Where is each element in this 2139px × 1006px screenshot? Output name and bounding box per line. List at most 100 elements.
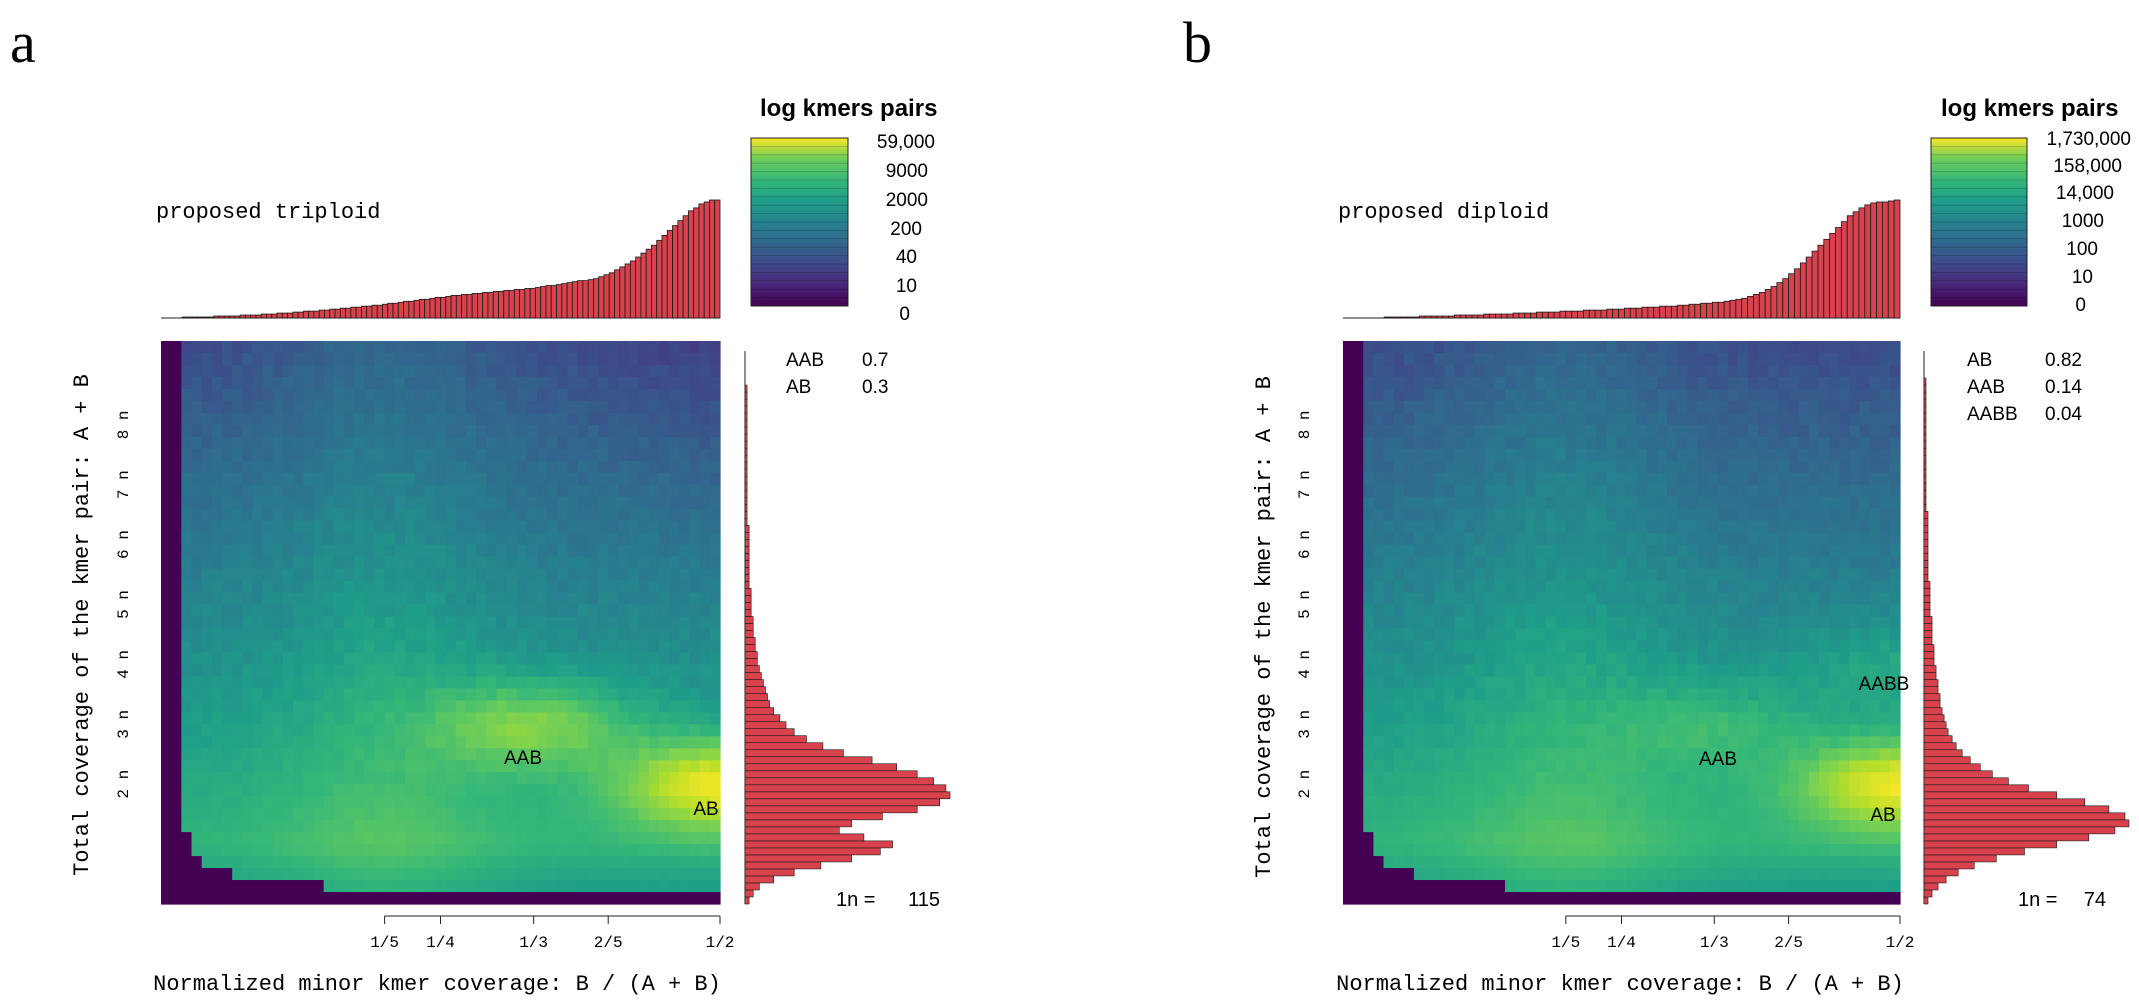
heatmap-cell xyxy=(364,616,376,630)
panel-a-x-axis: 1/5 1/4 1/3 2/5 1/2 xyxy=(370,915,734,952)
heatmap-cell xyxy=(587,364,599,378)
heatmap-cell xyxy=(608,508,619,522)
heatmap-cell xyxy=(598,820,609,833)
heatmap-cell xyxy=(516,532,528,546)
heatmap-cell xyxy=(1808,712,1820,725)
heatmap-cell xyxy=(1737,352,1749,366)
heatmap-cell xyxy=(313,796,325,809)
heatmap-cell xyxy=(313,664,325,678)
heatmap-cell xyxy=(1889,556,1901,570)
heatmap-cell xyxy=(1869,568,1881,582)
heatmap-cell xyxy=(455,460,467,474)
heatmap-cell xyxy=(171,868,182,881)
heatmap-cell xyxy=(699,688,711,701)
heatmap-cell xyxy=(282,580,294,594)
heatmap-cell xyxy=(689,784,701,797)
heatmap-cell xyxy=(1413,772,1425,785)
heatmap-cell xyxy=(1525,580,1537,594)
heatmap-cell xyxy=(252,748,264,761)
heatmap-cell xyxy=(232,724,243,737)
heatmap-cell xyxy=(567,484,579,498)
top-histogram-bar xyxy=(387,302,394,319)
panel-a-one-n-value: 115 xyxy=(908,889,940,911)
heatmap-cell xyxy=(1424,700,1435,713)
heatmap-cell xyxy=(486,652,497,666)
heatmap-cell xyxy=(1383,508,1395,522)
heatmap-cell xyxy=(221,700,233,713)
right-histogram-bar xyxy=(744,749,844,758)
heatmap-cell xyxy=(445,772,457,785)
heatmap-cell xyxy=(1859,580,1871,594)
heatmap-cell xyxy=(1839,341,1850,354)
heatmap-cell xyxy=(587,892,599,905)
heatmap-cell xyxy=(1413,628,1425,642)
heatmap-cell xyxy=(1515,592,1526,606)
heatmap-cell xyxy=(1555,376,1567,390)
heatmap-cell xyxy=(1383,472,1395,486)
heatmap-cell xyxy=(1373,640,1385,654)
heatmap-cell xyxy=(689,880,701,893)
heatmap-cell xyxy=(262,892,274,905)
heatmap-cell xyxy=(1748,448,1759,462)
heatmap-cell xyxy=(476,724,487,737)
heatmap-cell xyxy=(557,832,569,845)
heatmap-cell xyxy=(374,604,386,618)
heatmap-cell xyxy=(1525,496,1537,510)
heatmap-cell xyxy=(1575,652,1587,666)
heatmap-cell xyxy=(1626,748,1638,761)
heatmap-cell xyxy=(293,868,304,881)
heatmap-cell xyxy=(648,532,660,546)
heatmap-cell xyxy=(1403,688,1415,701)
heatmap-cell xyxy=(567,508,579,522)
heatmap-cell xyxy=(709,688,721,701)
heatmap-cell xyxy=(679,341,691,354)
heatmap-cell xyxy=(1677,496,1688,510)
heatmap-cell xyxy=(1515,640,1526,654)
heatmap-cell xyxy=(364,628,376,642)
heatmap-cell xyxy=(415,796,426,809)
heatmap-cell xyxy=(1515,472,1526,486)
heatmap-cell xyxy=(1434,532,1445,546)
heatmap-cell xyxy=(191,532,203,546)
heatmap-cell xyxy=(1353,508,1364,522)
heatmap-cell xyxy=(648,712,660,725)
heatmap-cell xyxy=(1505,616,1516,630)
heatmap-cell xyxy=(1474,712,1486,725)
heatmap-cell xyxy=(1545,616,1557,630)
heatmap-cell xyxy=(557,496,569,510)
heatmap-cell xyxy=(669,772,680,785)
heatmap-cell xyxy=(384,652,396,666)
heatmap-cell xyxy=(1869,508,1881,522)
heatmap-cell xyxy=(506,520,518,534)
heatmap-cell xyxy=(1798,460,1810,474)
heatmap-cell xyxy=(577,868,589,881)
heatmap-cell xyxy=(435,508,447,522)
heatmap-cell xyxy=(1798,508,1810,522)
heatmap-cell xyxy=(1505,424,1516,438)
heatmap-cell xyxy=(425,616,437,630)
heatmap-cell xyxy=(445,796,457,809)
heatmap-cell xyxy=(1606,736,1618,749)
heatmap-cell xyxy=(1758,508,1769,522)
heatmap-cell xyxy=(384,352,396,366)
heatmap-cell xyxy=(252,820,264,833)
heatmap-cell xyxy=(1413,472,1425,486)
heatmap-cell xyxy=(201,352,213,366)
heatmap-cell xyxy=(191,424,203,438)
heatmap-cell xyxy=(1737,544,1749,558)
heatmap-cell xyxy=(1474,412,1486,426)
heatmap-cell xyxy=(1778,604,1790,618)
heatmap-cell xyxy=(1525,640,1537,654)
heatmap-cell xyxy=(1829,460,1840,474)
heatmap-cell xyxy=(425,341,437,354)
heatmap-cell xyxy=(313,580,325,594)
heatmap-cell xyxy=(1889,520,1901,534)
heatmap-cell xyxy=(455,604,467,618)
heatmap-cell xyxy=(1525,436,1537,450)
heatmap-cell xyxy=(1849,448,1861,462)
top-histogram-bar xyxy=(593,278,600,319)
heatmap-cell xyxy=(1353,460,1364,474)
heatmap-cell xyxy=(1818,736,1830,749)
heatmap-cell xyxy=(526,484,538,498)
heatmap-cell xyxy=(1818,724,1830,737)
